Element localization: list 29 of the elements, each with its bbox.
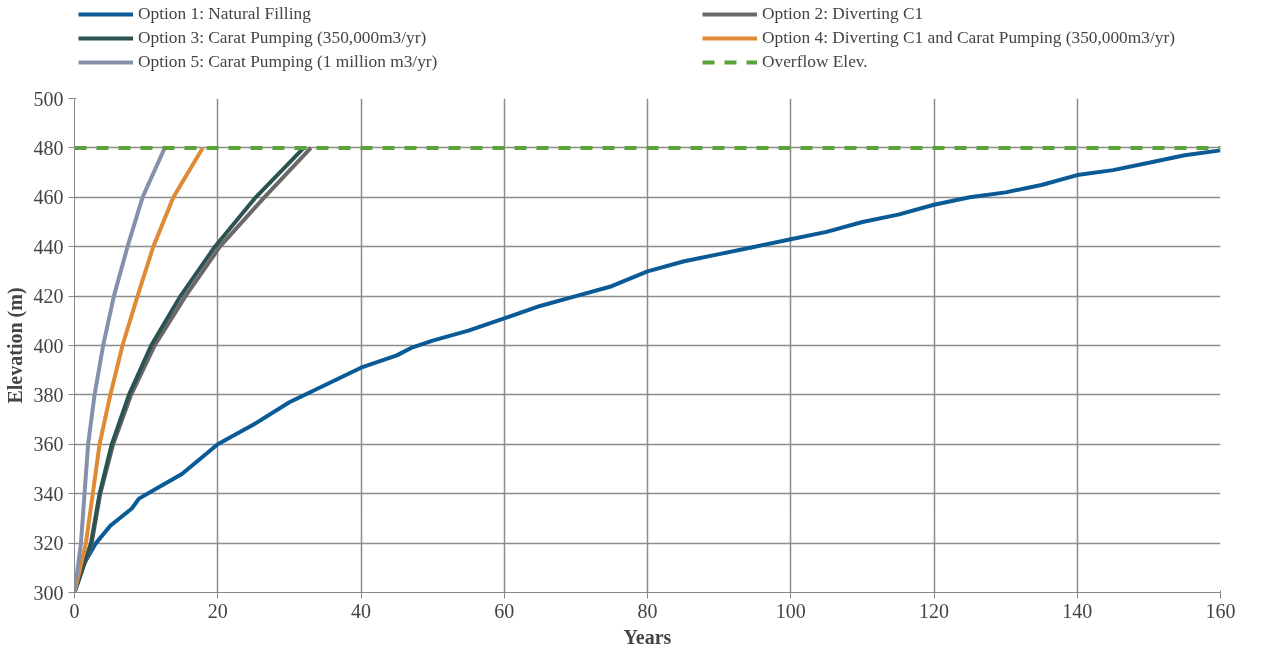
y-tick-label: 440 (33, 235, 64, 258)
legend-label: Option 5: Carat Pumping (1 million m3/yr) (138, 52, 439, 72)
x-tick-label: 100 (775, 599, 806, 622)
line-series (74, 145, 167, 593)
x-tick-label: 0 (69, 599, 80, 622)
y-axis-title: Elevation (m) (3, 287, 27, 404)
x-tick-label: 40 (351, 599, 371, 622)
y-tick-label: 500 (33, 87, 64, 110)
y-tick-label: 460 (33, 186, 64, 209)
legend-label: Option 3: Carat Pumping (350,000m3/yr) (138, 28, 428, 48)
legend-label: Overflow Elev. (762, 52, 869, 72)
legend-label: Option 4: Diverting C1 and Carat Pumping (350,000m3/yr) (762, 28, 1176, 48)
y-tick-label: 300 (33, 581, 64, 604)
y-tick-label: 400 (33, 334, 64, 357)
y-tick-label: 320 (33, 532, 64, 555)
y-tick-label: 360 (33, 433, 64, 456)
y-tick-label: 480 (33, 136, 64, 159)
legend-label: Option 1: Natural Filling (138, 4, 312, 24)
x-tick-label: 140 (1062, 599, 1093, 622)
x-tick-label: 20 (207, 599, 228, 622)
y-tick-label: 420 (33, 285, 64, 308)
x-axis-title: Years (623, 625, 672, 648)
y-tick-label: 340 (33, 482, 64, 505)
x-tick-label: 80 (637, 599, 658, 622)
x-tick-label: 160 (1205, 599, 1236, 622)
legend-label: Option 2: Diverting C1 (762, 4, 925, 24)
y-tick-label: 380 (33, 383, 64, 406)
x-tick-label: 60 (494, 599, 515, 622)
x-tick-label: 120 (919, 599, 949, 622)
